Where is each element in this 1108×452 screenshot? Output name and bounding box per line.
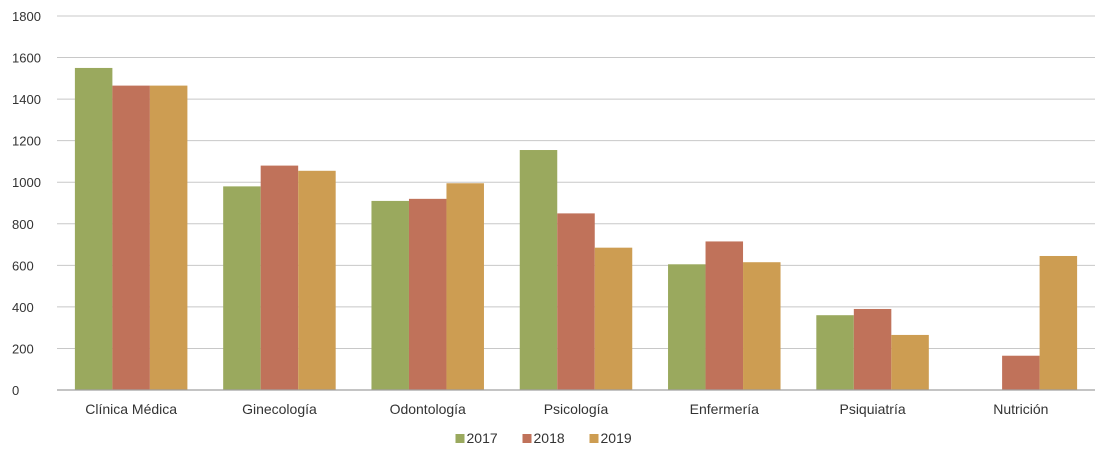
- x-tick-label: Odontología: [390, 401, 466, 417]
- bar: [223, 186, 261, 390]
- legend-swatch: [589, 434, 599, 443]
- y-tick-label: 800: [12, 217, 34, 232]
- bar: [149, 85, 188, 390]
- bar: [74, 67, 113, 390]
- bar: [519, 150, 558, 390]
- legend-label: 2018: [534, 430, 565, 446]
- y-tick-label: 1600: [12, 51, 41, 66]
- bar: [743, 262, 781, 390]
- x-tick-label: Psiquiatría: [839, 401, 905, 417]
- x-tick-label: Psicología: [544, 401, 609, 417]
- y-tick-label: 1200: [12, 134, 41, 149]
- bar: [705, 241, 744, 390]
- y-tick-label: 1000: [12, 175, 41, 190]
- bar: [816, 315, 854, 390]
- legend-label: 2017: [467, 430, 498, 446]
- y-tick-label: 200: [12, 341, 34, 356]
- y-tick-label: 0: [12, 383, 19, 398]
- bar: [1002, 355, 1040, 390]
- legend: 2017 2018 2019: [455, 430, 632, 446]
- y-tick-label: 1400: [12, 92, 41, 107]
- y-tick-label: 1800: [12, 9, 41, 24]
- bar: [260, 165, 299, 390]
- y-axis-ticks: 0 200 400 600 800 1000 1200 1400 1600 1800: [12, 9, 41, 398]
- x-tick-label: Enfermería: [690, 401, 759, 417]
- x-tick-label: Clínica Médica: [85, 401, 177, 417]
- bar: [112, 85, 150, 390]
- bar: [594, 247, 633, 390]
- bars: [74, 67, 1078, 390]
- y-tick-label: 400: [12, 300, 34, 315]
- bar: [853, 308, 892, 390]
- bar: [1039, 255, 1078, 390]
- bar: [371, 200, 409, 390]
- bar: [408, 198, 447, 390]
- bar: [668, 264, 706, 390]
- x-tick-label: Nutrición: [993, 401, 1048, 417]
- y-tick-label: 600: [12, 258, 34, 273]
- bar: [298, 170, 336, 390]
- legend-swatch: [522, 434, 532, 443]
- x-axis-labels: Clínica Médica Ginecología Odontología Psic…: [85, 401, 1048, 417]
- legend-swatch: [455, 434, 465, 443]
- bar: [446, 183, 484, 390]
- bar: [557, 213, 595, 390]
- legend-label: 2019: [601, 430, 632, 446]
- bar: [891, 334, 929, 390]
- x-tick-label: Ginecología: [242, 401, 317, 417]
